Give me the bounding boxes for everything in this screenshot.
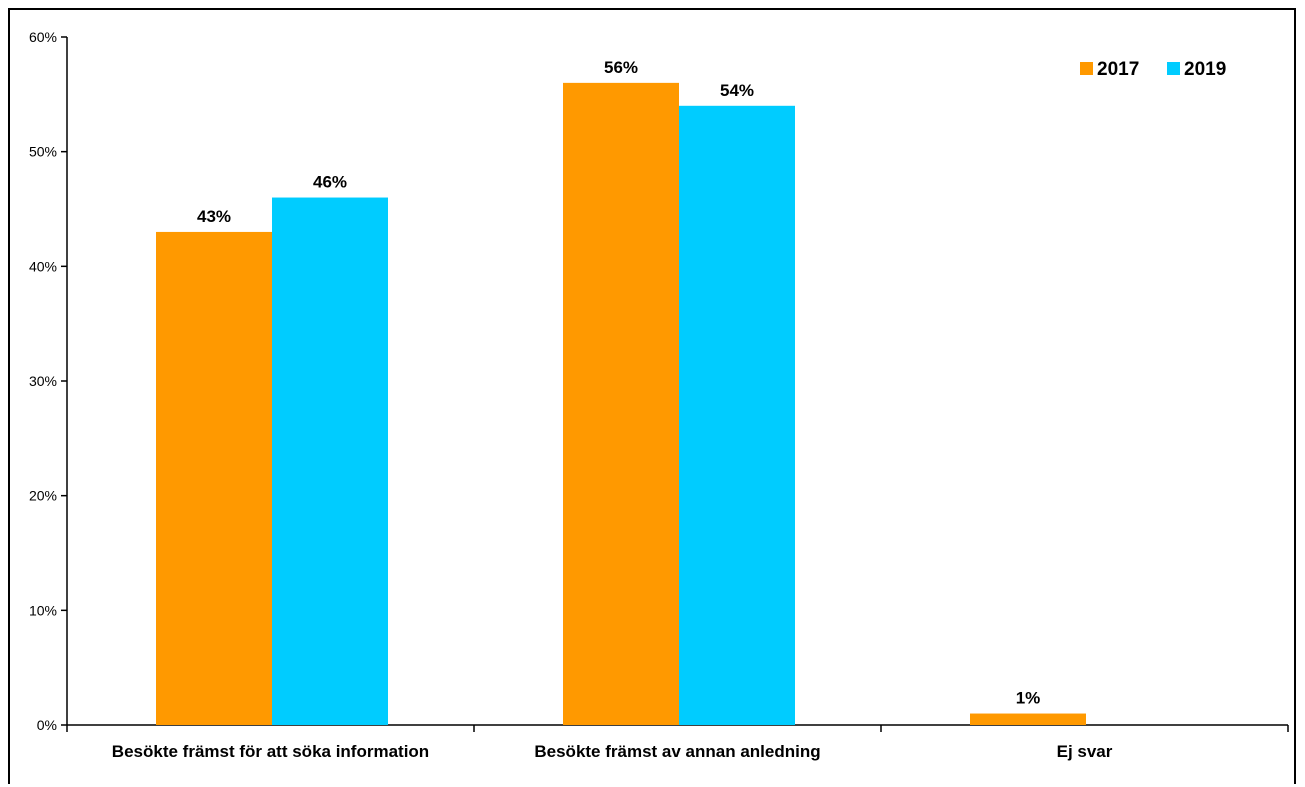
legend-label-2019: 2019 bbox=[1184, 59, 1226, 80]
labels: 43% 46% 56% 54% 1% bbox=[197, 58, 1040, 708]
data-label: 43% bbox=[197, 207, 231, 226]
y-tick-label: 10% bbox=[29, 602, 57, 618]
bar-2017 bbox=[156, 231, 272, 725]
bar-2017 bbox=[563, 82, 679, 725]
x-category-label: Besökte främst av annan anledning bbox=[534, 742, 820, 761]
data-label: 1% bbox=[1016, 689, 1041, 708]
bar-2019 bbox=[679, 105, 795, 726]
y-tick-label: 50% bbox=[29, 144, 57, 160]
x-category-label: Besökte främst för att söka information bbox=[112, 742, 429, 761]
bars bbox=[156, 82, 1086, 726]
legend-swatch-2017 bbox=[1080, 62, 1093, 75]
legend-swatch-2019 bbox=[1167, 62, 1180, 75]
y-tick-label: 0% bbox=[37, 717, 57, 733]
legend-label-2017: 2017 bbox=[1097, 59, 1139, 80]
data-label: 46% bbox=[313, 173, 347, 192]
bar-2019 bbox=[272, 197, 388, 726]
data-label: 54% bbox=[720, 81, 754, 100]
bar-2017 bbox=[970, 713, 1086, 725]
y-tick-label: 30% bbox=[29, 373, 57, 389]
data-label: 56% bbox=[604, 58, 638, 77]
x-category-label: Ej svar bbox=[1057, 742, 1113, 761]
legend: 2017 2019 bbox=[1080, 59, 1226, 80]
y-tick-label: 60% bbox=[29, 29, 57, 45]
chart-frame bbox=[8, 8, 1296, 784]
y-tick-label: 20% bbox=[29, 488, 57, 504]
y-tick-label: 40% bbox=[29, 258, 57, 274]
